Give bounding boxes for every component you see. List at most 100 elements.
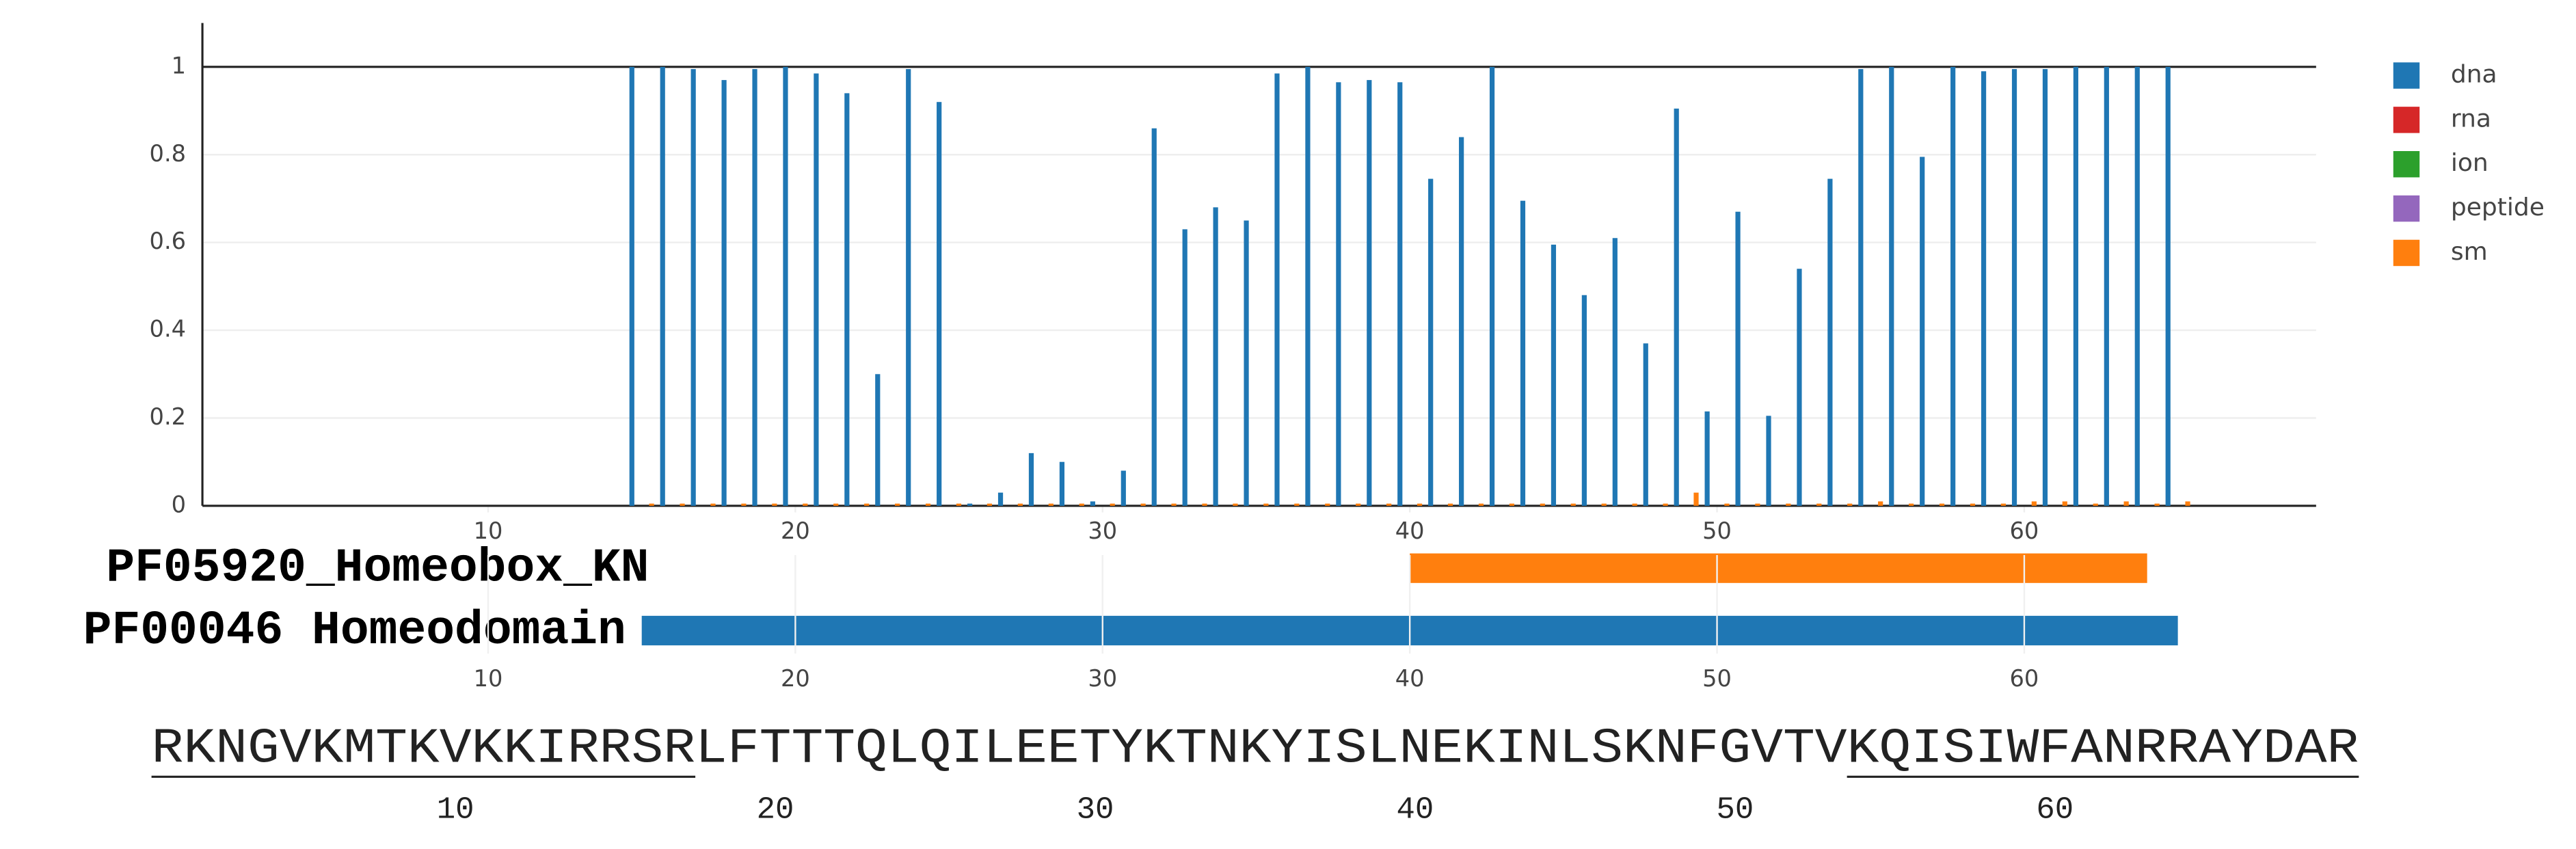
bar [1704,411,1710,506]
domain-label: PF05920_Homeobox_KN [106,541,649,595]
bar [1551,244,1557,506]
domain-tick-label: 60 [2010,665,2039,692]
bar [1632,503,1637,506]
bar [987,503,993,506]
bar [833,503,839,506]
bar [1028,453,1034,506]
sequence: RKNGVKMTKVKKIRRSRLFTTTQLQILEETYKTNKYISLN… [152,720,2359,777]
bar [1386,503,1392,506]
bar [1489,66,1495,506]
bar [1878,501,1883,506]
bar [2185,501,2190,506]
bar [1182,229,1188,506]
domain-label: PF00046 Homeodomain [83,604,626,658]
bar [2123,501,2129,506]
sequence-tick-label: 50 [1716,792,1754,827]
bar [1110,503,1115,506]
bar [2154,503,2160,506]
x-tick-label: 40 [1395,517,1425,544]
bar [1908,503,1914,506]
bar [2011,69,2017,506]
bar [1663,503,1668,506]
bar [1171,503,1177,506]
y-tick-label: 0 [172,491,186,517]
bar [1428,178,1434,506]
bar [1920,157,1925,506]
bar [1294,503,1300,506]
bar [1570,503,1576,506]
bar [1336,82,1341,506]
bar [2093,503,2098,506]
bar [1274,73,1280,506]
bar [1459,137,1464,506]
bar [1244,220,1249,506]
bar [1305,66,1311,506]
bar [1939,503,1945,506]
bar [1816,503,1822,506]
legend-label: ion [2451,149,2488,177]
sequence-tick-label: 10 [437,792,474,827]
sequence-tick-label: 30 [1077,792,1114,827]
domain-bar [1410,553,2147,583]
bar [967,503,973,506]
bar [2031,501,2037,506]
domain-tick-label: 20 [781,665,810,692]
bar [1797,269,1802,506]
bar [803,503,808,506]
legend-swatch [2393,239,2420,267]
bar [1950,66,1956,506]
sequence-tick-label: 20 [757,792,794,827]
bar [814,73,819,506]
bar [1048,503,1054,506]
bar [741,503,747,506]
legend-swatch [2393,107,2420,133]
y-tick-label: 0.4 [150,316,186,342]
domain-tick-label: 30 [1088,665,1117,692]
bar [1858,69,1864,506]
legend-swatch [2393,62,2420,89]
x-tick-label: 10 [474,517,503,544]
bar [1693,492,1699,506]
bar [875,374,881,506]
bar [1847,503,1853,506]
bar [1786,503,1791,506]
sequence-tick-label: 60 [2036,792,2074,827]
x-tick-label: 30 [1088,517,1117,544]
legend-label: dna [2451,61,2497,89]
bar [721,80,727,506]
bar [629,66,634,506]
domain-tick-label: 10 [474,665,503,692]
bar [1367,80,1372,506]
y-tick-label: 1 [172,52,186,79]
bar [2165,66,2171,506]
bar [660,66,665,506]
bar [1417,503,1423,506]
bar [2073,66,2079,506]
bar [1724,503,1730,506]
bar [956,503,962,506]
bar [1478,503,1484,506]
bar [690,69,696,506]
bar [1263,503,1269,506]
bar [2042,69,2048,506]
bar [1059,461,1065,506]
domain-tick-label: 40 [1395,665,1425,692]
x-tick-label: 50 [1702,517,1732,544]
bar [1540,503,1545,506]
bar [1601,503,1607,506]
bar [2134,66,2140,506]
x-tick-label: 20 [781,517,810,544]
bar [1612,238,1618,506]
bar [1981,71,1987,506]
bar [1581,295,1587,506]
bar [906,69,911,506]
bar [844,93,850,506]
bar [1755,503,1760,506]
bar [649,503,654,506]
bar [680,503,685,506]
bar [1766,416,1771,506]
bar [997,492,1004,506]
bar [772,503,777,506]
